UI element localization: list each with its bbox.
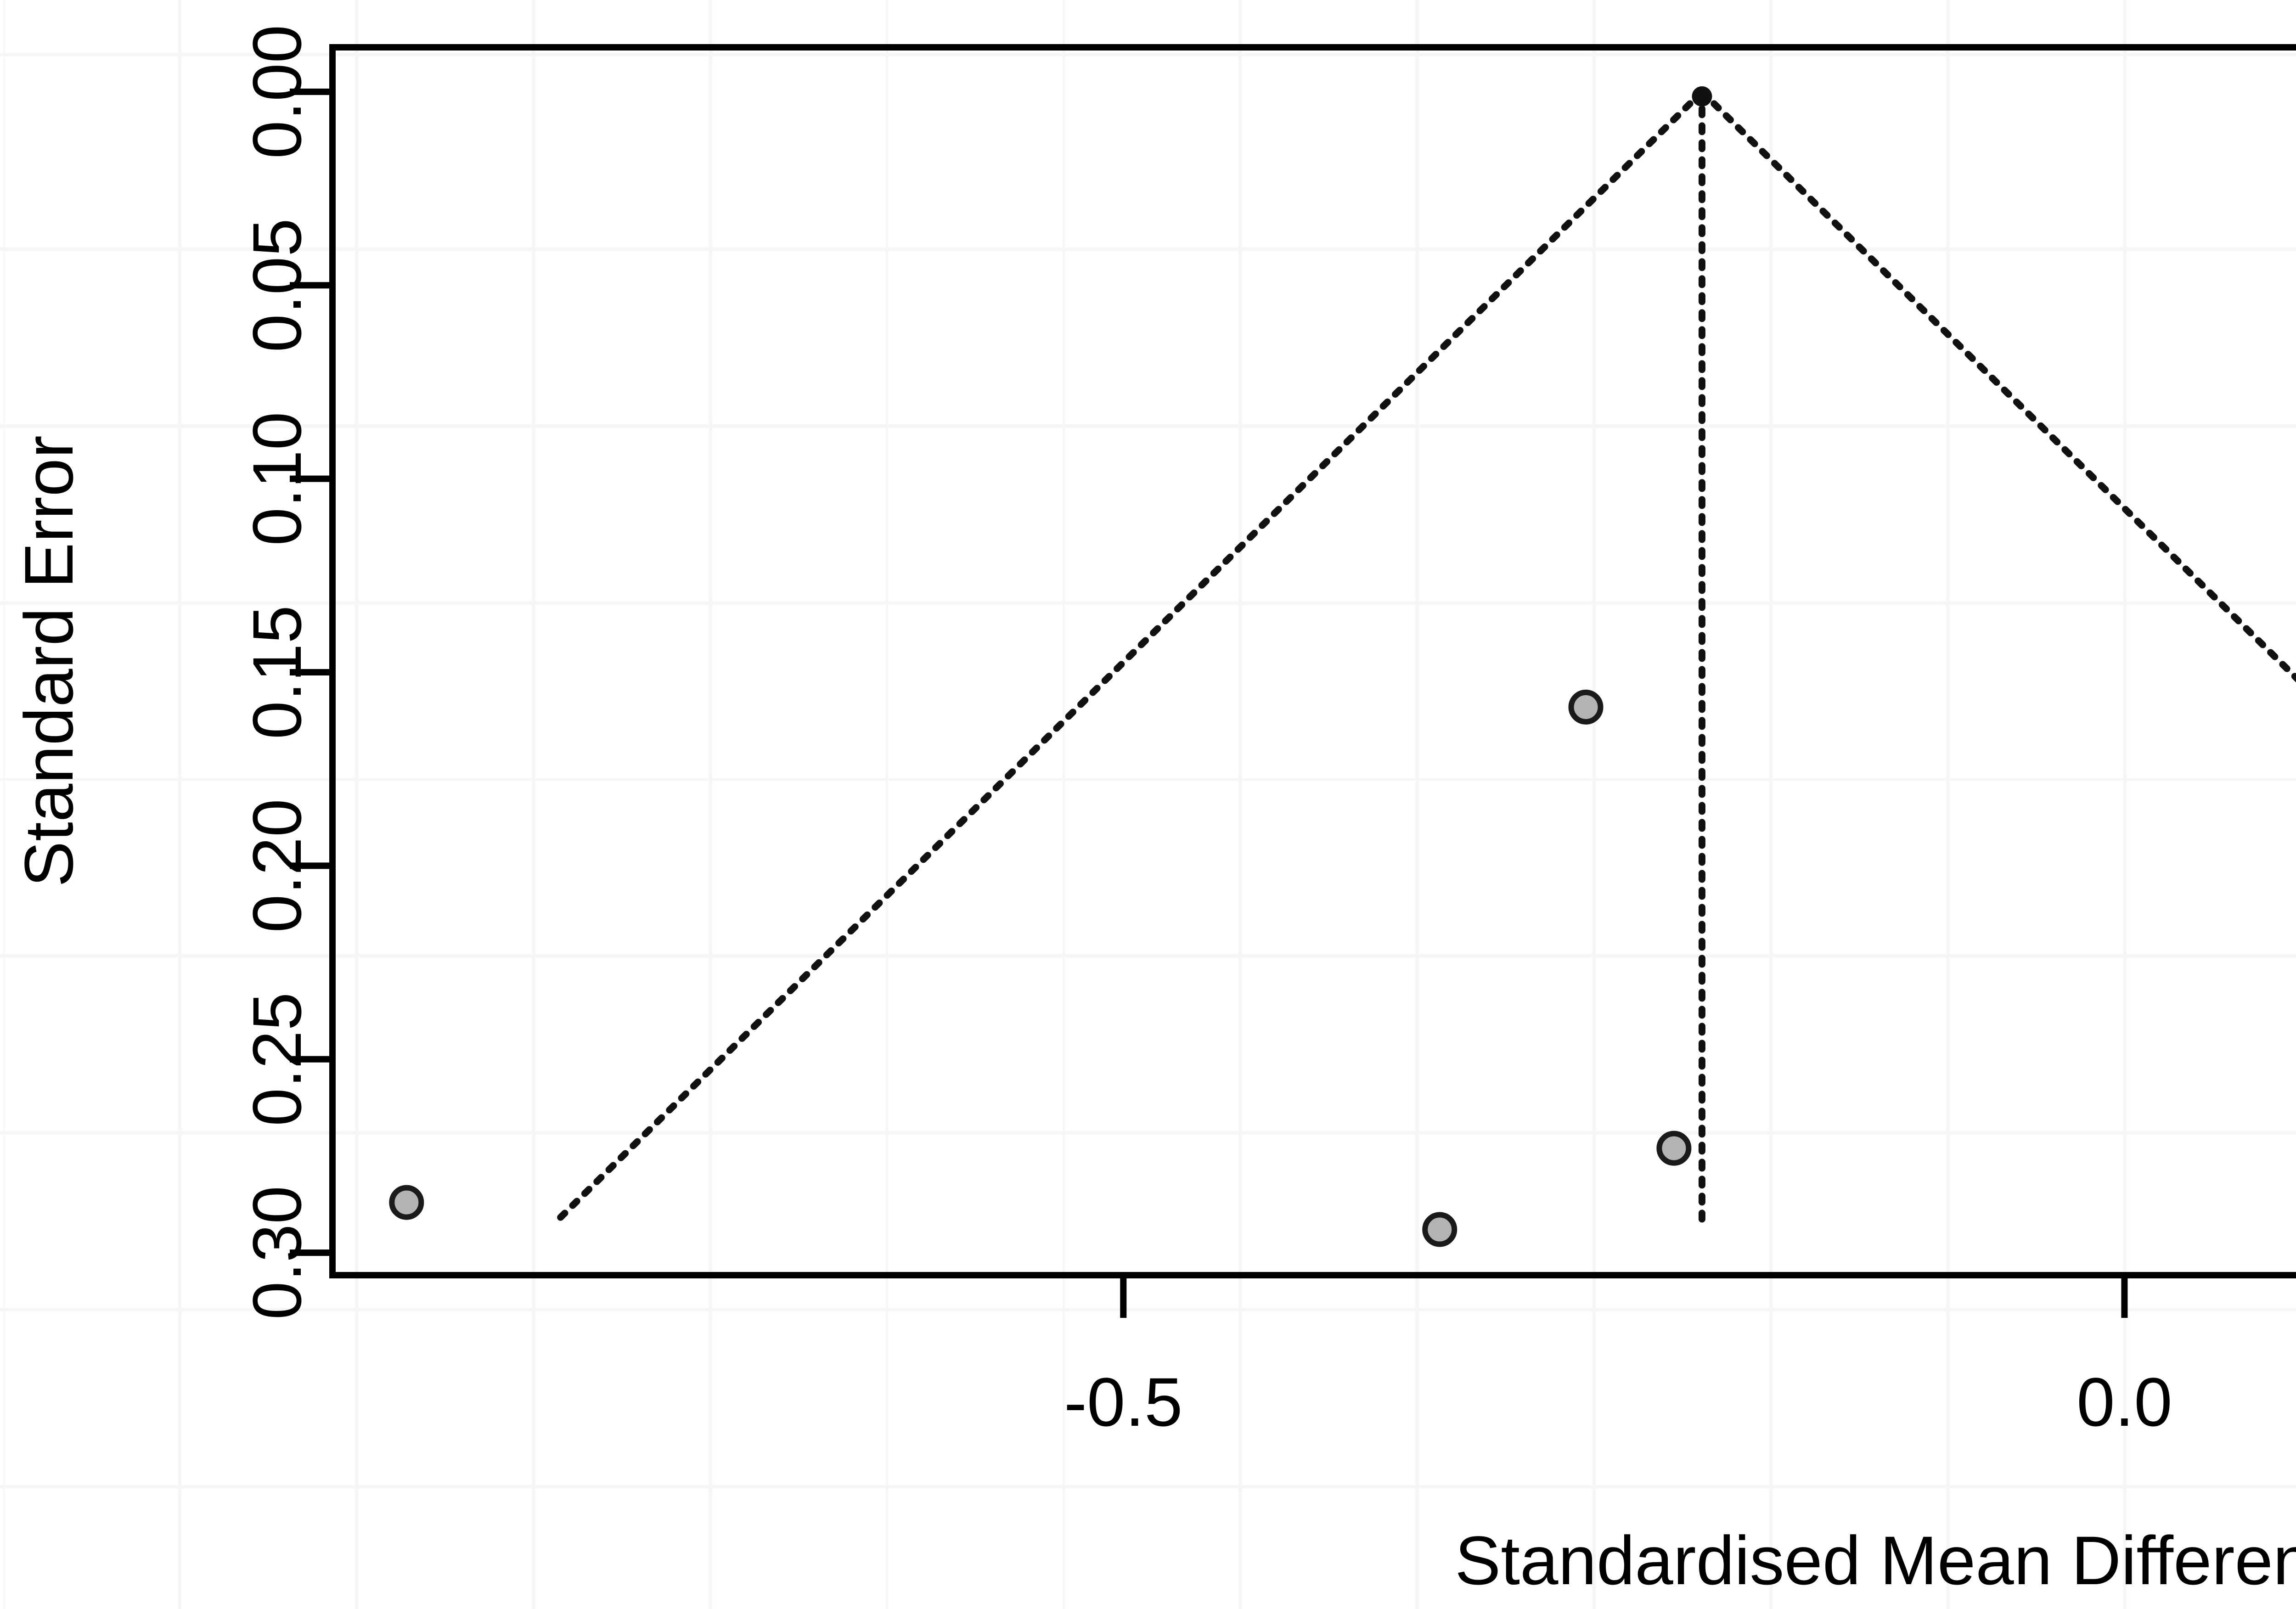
- funnel-right-edge-line: [1698, 88, 2296, 683]
- funnel-left-edge-line: [552, 88, 1705, 1226]
- plot-box: [329, 44, 2296, 1278]
- study-point: [389, 1185, 424, 1220]
- y-tick-label: 0.20: [238, 799, 315, 933]
- y-tick-label: 0.00: [238, 25, 315, 159]
- x-tick-label: 0.0: [2077, 1363, 2172, 1440]
- study-point: [1656, 1131, 1692, 1166]
- study-point: [1422, 1212, 1458, 1247]
- funnel-apex-dot: [1692, 86, 1712, 107]
- y-tick-label: 0.30: [238, 1186, 315, 1320]
- x-axis-title: Standardised Mean Difference: [1455, 1522, 2296, 1599]
- y-tick-label: 0.05: [238, 218, 315, 352]
- y-axis-title: Standard Error: [10, 435, 87, 887]
- y-tick-label: 0.15: [238, 605, 315, 739]
- data-points: [389, 689, 1692, 1247]
- study-point: [1568, 689, 1604, 725]
- x-axis: -0.50.00.5: [1064, 1275, 2172, 1440]
- funnel-region: [552, 86, 2296, 1226]
- y-tick-label: 0.10: [238, 412, 315, 546]
- x-tick-label: -0.5: [1064, 1363, 1182, 1440]
- y-tick-label: 0.25: [238, 992, 315, 1126]
- y-axis: 0.00 0.05 0.10 0.15 0.20 0.25 0.30: [238, 25, 332, 1320]
